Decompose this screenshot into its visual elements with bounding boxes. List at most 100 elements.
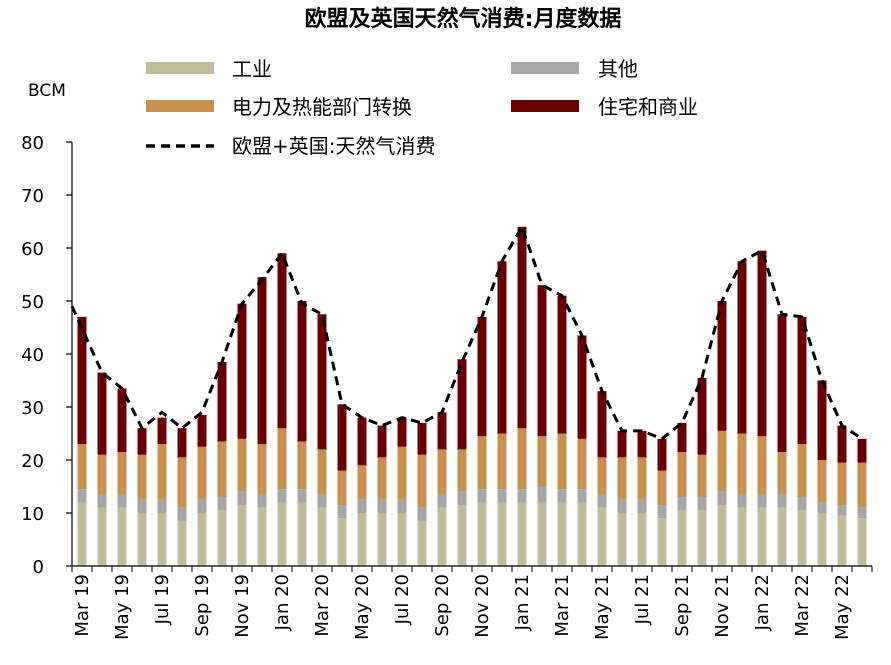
bar-segment-s3-21 [497, 261, 507, 434]
bar-segment-s0-28 [637, 513, 647, 566]
x-tick-label-8: Nov 19 [232, 574, 253, 638]
bar-segment-s3-8 [237, 303, 247, 439]
bar-segment-s3-23 [537, 285, 547, 437]
bar-segment-s2-7 [217, 441, 227, 498]
x-tick-label-36: Mar 22 [792, 574, 813, 637]
bar-segment-s0-35 [777, 507, 787, 566]
y-tick-label-20: 20 [21, 451, 44, 472]
bar-segment-s2-8 [237, 438, 247, 492]
legend-label-other: 其他 [598, 57, 638, 81]
bar-segment-s1-34 [757, 494, 767, 508]
bar-segment-s2-29 [657, 470, 667, 506]
bar-segment-s1-0 [77, 489, 87, 503]
bar-segment-s1-28 [637, 499, 647, 513]
x-tick-label-18: Sep 20 [432, 574, 453, 637]
bar-segment-s1-31 [697, 497, 707, 511]
bar-segment-s3-29 [657, 438, 667, 471]
bar-segment-s3-9 [257, 277, 267, 445]
bar-segment-s1-21 [497, 489, 507, 503]
bar-segment-s1-35 [777, 494, 787, 508]
bar-segment-s1-30 [677, 497, 687, 511]
bar-segment-s0-27 [617, 513, 627, 566]
bar-segment-s1-17 [417, 507, 427, 521]
chart-title: 欧盟及英国天然气消费:月度数据 [305, 6, 622, 32]
bar-segment-s3-16 [397, 417, 407, 447]
bar-segment-s0-3 [137, 513, 147, 566]
bar-segment-s2-27 [617, 457, 627, 500]
bar-segment-s3-3 [137, 428, 147, 455]
bar-segment-s1-24 [557, 489, 567, 503]
bar-segment-s1-39 [857, 507, 867, 519]
bar-segment-s1-13 [337, 505, 347, 519]
bar-segment-s3-36 [797, 316, 807, 445]
x-tick-label-20: Nov 20 [472, 574, 493, 638]
bar-segment-s1-36 [797, 497, 807, 511]
bar-segment-s3-35 [777, 314, 787, 453]
bar-segment-s3-7 [217, 361, 227, 442]
bar-segment-s3-17 [417, 422, 427, 455]
bar-segment-s1-10 [277, 489, 287, 503]
x-tick-label-14: May 20 [352, 574, 373, 640]
bar-segment-s3-39 [857, 438, 867, 463]
bar-segment-s1-12 [317, 494, 327, 508]
bar-segment-s2-35 [777, 452, 787, 495]
bar-segment-s2-26 [597, 457, 607, 495]
bar-segment-s2-39 [857, 462, 867, 508]
bar-segment-s0-31 [697, 510, 707, 566]
bar-segment-s2-16 [397, 446, 407, 500]
y-tick-label-0: 0 [33, 557, 44, 578]
legend-item-residential: 住宅和商业 [511, 95, 698, 119]
bar-segment-s2-3 [137, 454, 147, 500]
bar-segment-s3-32 [717, 301, 727, 431]
bar-segment-s0-4 [157, 513, 167, 566]
bar-segment-s2-33 [737, 433, 747, 495]
y-tick-label-70: 70 [21, 186, 44, 207]
legend-item-other: 其他 [511, 57, 638, 81]
total-consumption-line [70, 225, 863, 441]
y-tick-label-40: 40 [21, 345, 44, 366]
x-tick-label-16: Jul 20 [392, 574, 413, 625]
bar-segment-s0-36 [797, 510, 807, 566]
bar-segment-s1-20 [477, 489, 487, 503]
bar-segment-s3-1 [97, 372, 107, 455]
bar-segment-s2-4 [157, 444, 167, 500]
bar-segment-s1-8 [237, 491, 247, 506]
x-tick-label-4: Jul 19 [152, 574, 173, 625]
legend-label-residential: 住宅和商业 [598, 95, 698, 119]
legend-swatch-industry [146, 62, 214, 74]
bar-segment-s3-10 [277, 253, 287, 429]
bar-segment-s1-26 [597, 494, 607, 508]
x-tick-label-38: May 22 [832, 574, 853, 640]
x-tick-label-32: Nov 21 [712, 574, 733, 638]
bar-segment-s3-2 [117, 388, 127, 453]
bar-segment-s2-31 [697, 454, 707, 498]
bar-segment-s2-36 [797, 444, 807, 498]
bar-segment-s2-21 [497, 433, 507, 490]
bar-segment-s2-2 [117, 452, 127, 495]
bar-segment-s0-33 [737, 507, 747, 566]
bar-segment-s1-18 [437, 494, 447, 508]
legend-label-industry: 工业 [232, 57, 272, 81]
bar-segment-s2-12 [317, 449, 327, 495]
bar-segment-s2-9 [257, 444, 267, 495]
y-tick-label-30: 30 [21, 398, 44, 419]
x-tick-label-26: May 21 [592, 574, 613, 640]
legend-label-total: 欧盟+英国:天然气消费 [232, 134, 436, 158]
bar-segment-s0-38 [837, 515, 847, 566]
bar-segment-s0-8 [237, 505, 247, 566]
bar-segment-s3-33 [737, 261, 747, 434]
x-tick-label-6: Sep 19 [192, 574, 213, 637]
bar-segment-s0-34 [757, 507, 767, 566]
bar-segment-s2-23 [537, 436, 547, 487]
x-tick-label-30: Sep 21 [672, 574, 693, 637]
x-tick-label-34: Jan 22 [752, 574, 773, 631]
bar-segment-s0-10 [277, 502, 287, 566]
bar-segment-s2-34 [757, 436, 767, 495]
y-axis-unit: BCM [28, 81, 66, 101]
bar-segment-s0-12 [317, 507, 327, 566]
bar-segment-s0-6 [197, 513, 207, 566]
bar-segment-s1-11 [297, 489, 307, 503]
bar-segment-s3-4 [157, 417, 167, 445]
bar-segment-s0-29 [657, 518, 667, 566]
bar-segment-s0-22 [517, 502, 527, 566]
